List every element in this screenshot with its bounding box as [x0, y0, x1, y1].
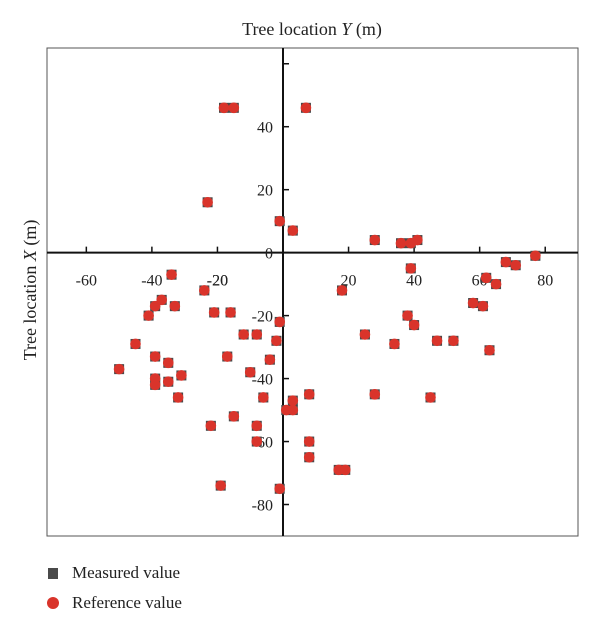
reference-point: [149, 300, 161, 312]
reference-point: [336, 285, 348, 296]
reference-point: [431, 335, 443, 347]
reference-point: [339, 464, 351, 476]
legend: Measured value Reference value: [40, 558, 182, 618]
reference-point: [405, 263, 417, 274]
x-axis-title-unit: (m): [351, 19, 382, 40]
reference-point: [274, 215, 286, 227]
reference-point: [264, 354, 276, 365]
legend-item-reference: Reference value: [40, 588, 182, 618]
x-axis-title: Tree location Y (m): [242, 19, 382, 40]
reference-point: [176, 370, 187, 381]
reference-point: [218, 102, 230, 114]
reference-point: [274, 316, 286, 328]
reference-point: [477, 300, 489, 312]
reference-point: [402, 310, 413, 321]
x-axis-title-main: Tree location: [242, 19, 341, 39]
y-tick-label: 0: [265, 246, 273, 263]
reference-point: [143, 310, 154, 321]
reference-point: [251, 420, 263, 432]
reference-point: [149, 379, 161, 391]
reference-point: [510, 259, 522, 271]
legend-item-measured: Measured value: [40, 558, 182, 588]
reference-point: [271, 335, 282, 347]
reference-point: [425, 392, 436, 403]
reference-point: [500, 256, 512, 268]
legend-label-measured: Measured value: [72, 563, 181, 582]
reference-point: [490, 278, 502, 290]
reference-point: [166, 269, 177, 280]
reference-point: [303, 451, 315, 463]
reference-point: [251, 329, 263, 340]
legend-square-marker: [48, 567, 58, 579]
reference-point: [448, 335, 459, 347]
reference-point: [395, 237, 407, 249]
y-tick-label: -80: [252, 498, 273, 515]
reference-point: [205, 420, 217, 432]
reference-point: [199, 285, 210, 296]
reference-point: [530, 250, 541, 262]
x-tick-label: 20: [341, 273, 357, 290]
reference-point: [202, 196, 213, 208]
reference-point: [228, 411, 240, 422]
x-tick-label-hidden: -20: [207, 273, 228, 290]
reference-point: [225, 307, 236, 318]
legend-label-reference: Reference value: [72, 593, 182, 612]
x-axis-title-variable: Y: [341, 19, 353, 39]
y-tick-label: 40: [257, 120, 273, 137]
reference-point: [369, 389, 381, 400]
x-tick-label: -40: [141, 273, 162, 290]
reference-point: [408, 319, 420, 331]
reference-point: [162, 357, 174, 369]
reference-point: [287, 395, 299, 406]
reference-point: [149, 351, 161, 362]
y-tick-label: 20: [257, 183, 273, 200]
reference-point: [484, 344, 495, 356]
reference-point: [215, 480, 227, 491]
data-points: [113, 102, 541, 495]
reference-point: [244, 366, 256, 378]
x-tick-label: -60: [76, 273, 97, 290]
plot-frame: [46, 47, 579, 537]
y-axis-title-main: Tree location: [20, 261, 40, 360]
reference-point: [467, 297, 479, 309]
y-axis-title-variable: X: [20, 249, 40, 262]
reference-point: [156, 294, 168, 306]
reference-point: [258, 392, 269, 403]
x-tick-label: 80: [537, 273, 553, 290]
legend-circle-marker: [47, 597, 59, 609]
x-tick-label: -20: [207, 273, 228, 290]
reference-point: [303, 389, 315, 400]
y-tick-label-hidden: -20: [252, 309, 273, 326]
reference-point: [405, 237, 417, 249]
y-axis-title: Tree location X (m): [20, 220, 41, 361]
reference-point: [238, 329, 249, 340]
reference-point: [251, 436, 263, 447]
reference-point: [228, 102, 240, 114]
y-axis-title-unit: (m): [20, 220, 41, 251]
x-tick-label: 40: [406, 273, 422, 290]
reference-point: [369, 234, 381, 246]
reference-point: [303, 436, 315, 447]
reference-point: [130, 338, 141, 350]
reference-point: [480, 272, 492, 284]
reference-point: [287, 404, 299, 416]
reference-point: [208, 307, 220, 318]
reference-point: [287, 225, 299, 236]
reference-point: [359, 329, 371, 340]
reference-point: [389, 338, 400, 350]
reference-point: [113, 363, 125, 375]
reference-point: [274, 483, 286, 495]
y-tick-label: -40: [252, 372, 273, 389]
reference-point: [221, 351, 233, 362]
reference-point: [169, 300, 181, 312]
reference-point: [172, 392, 184, 403]
reference-point: [300, 102, 312, 114]
reference-point: [162, 376, 174, 388]
